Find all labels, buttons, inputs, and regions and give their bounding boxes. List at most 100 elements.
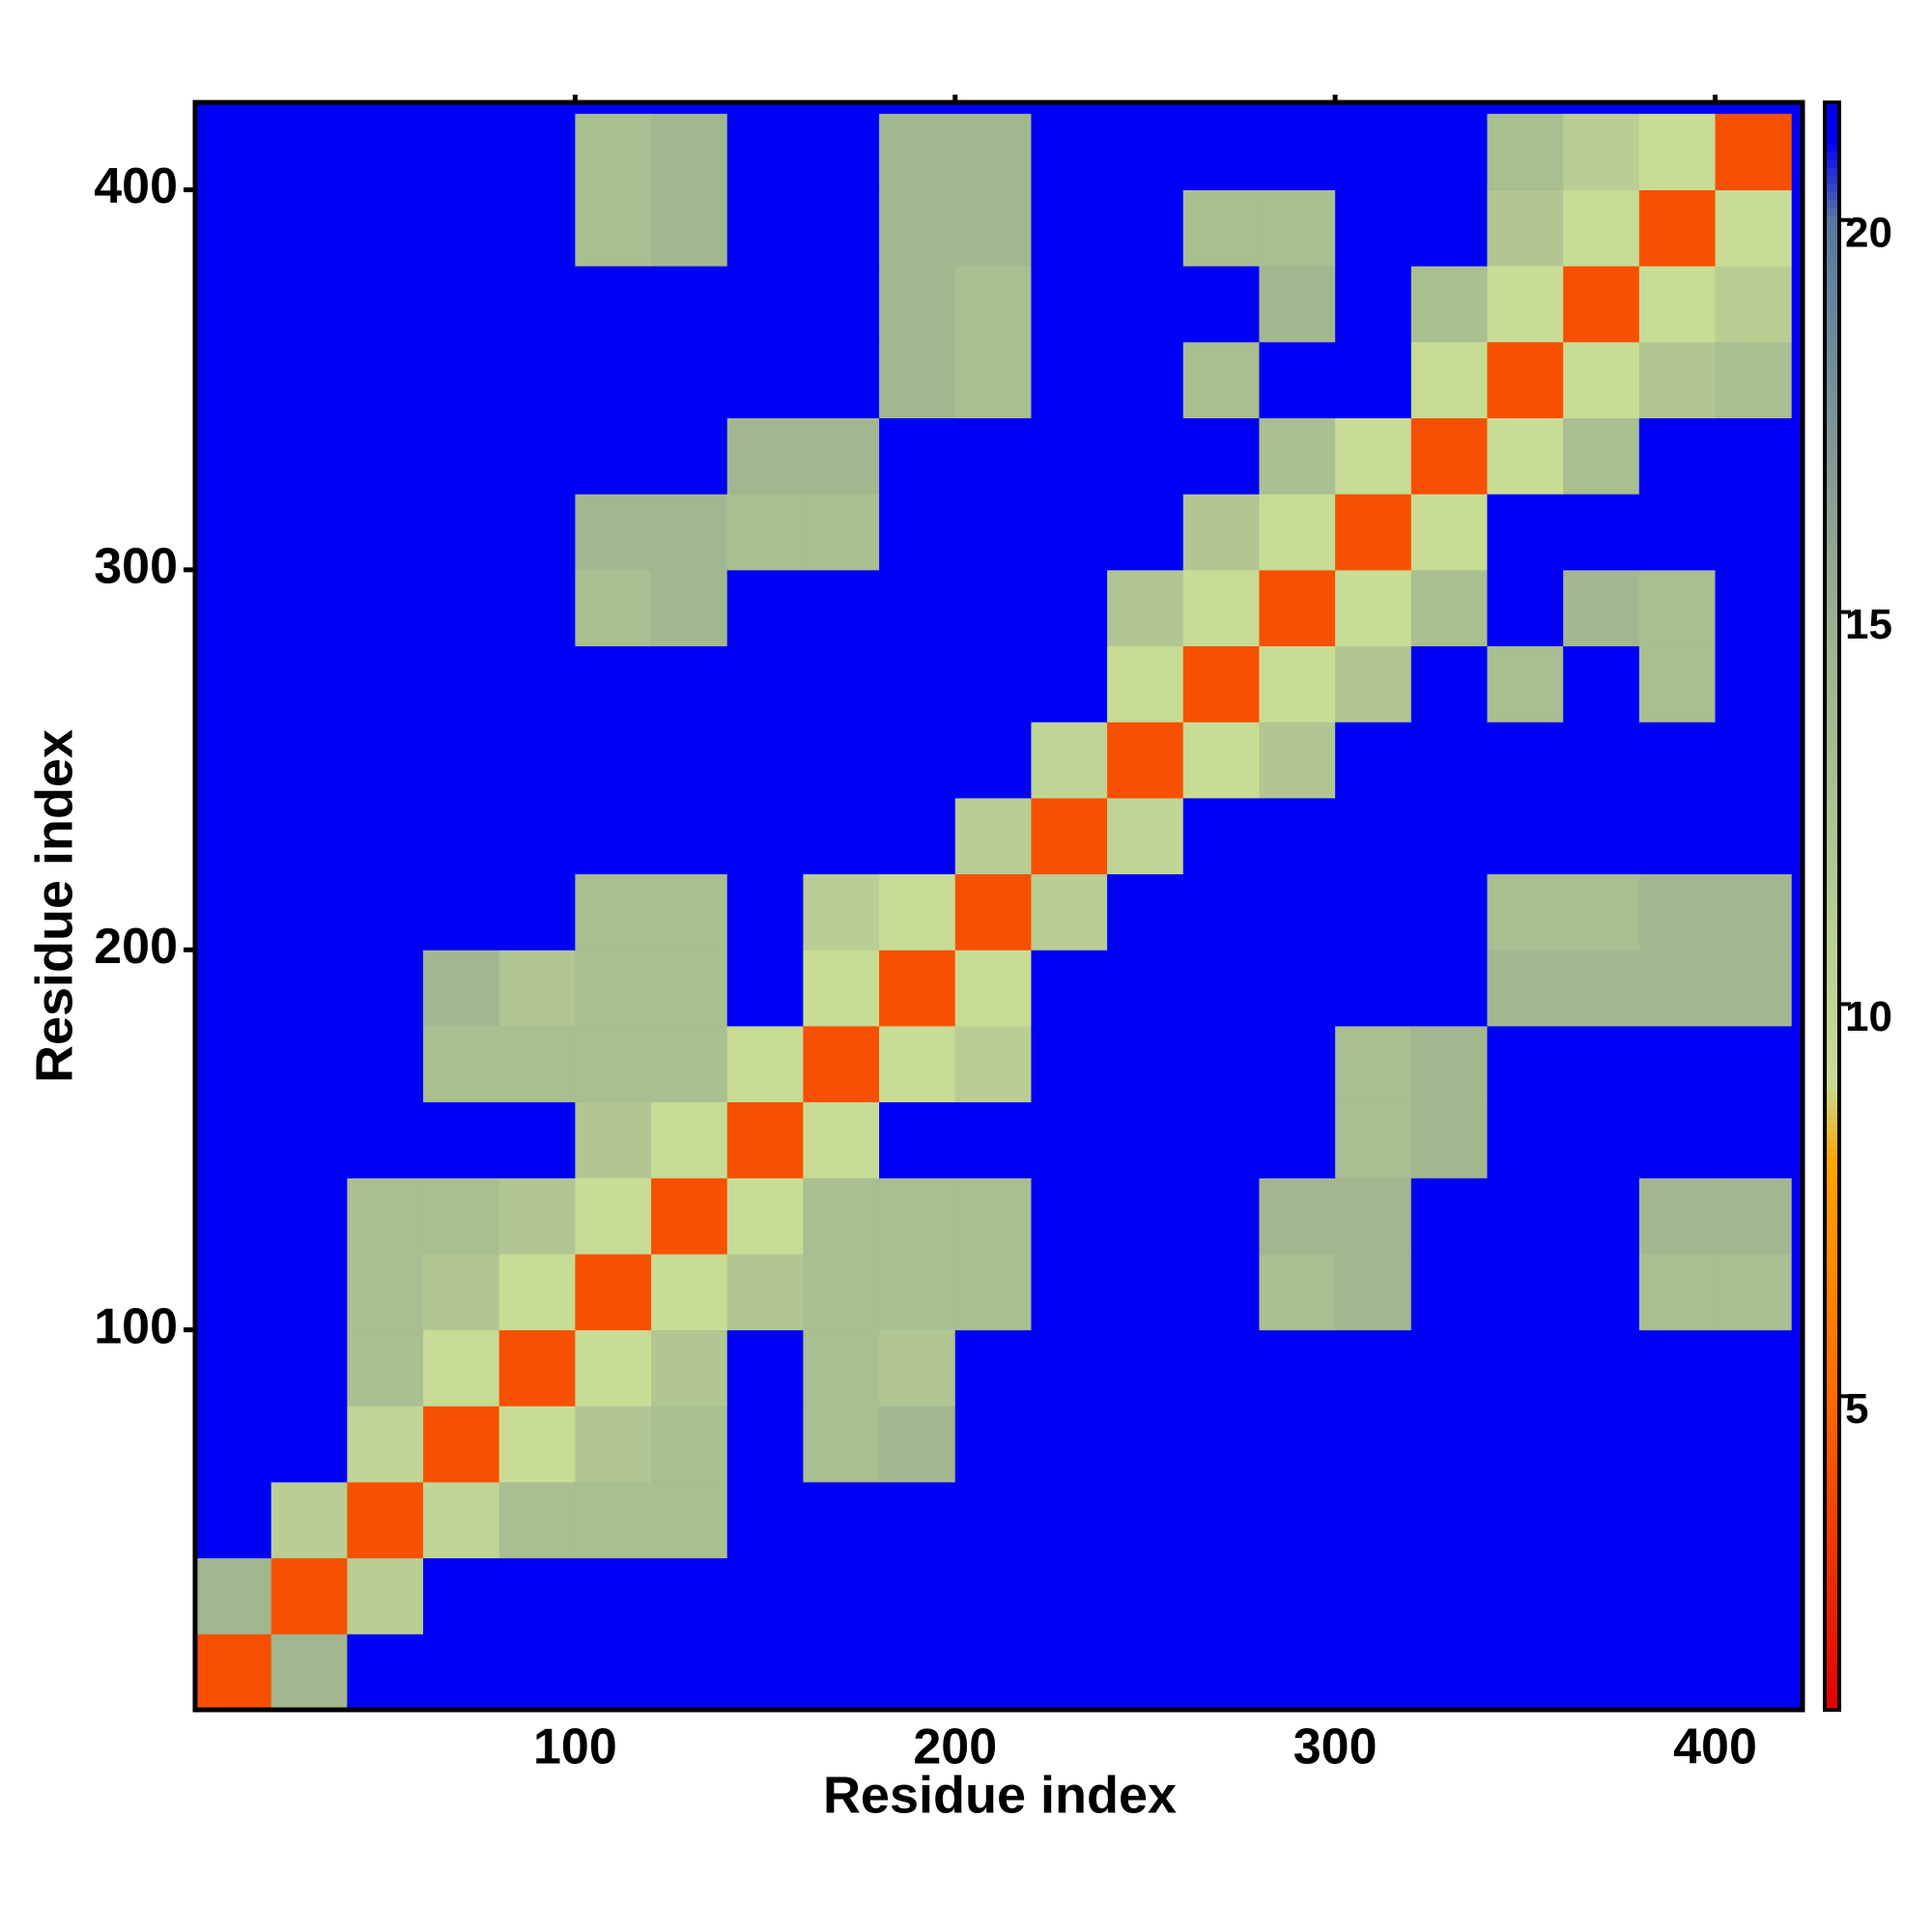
heatmap-cell — [1715, 1101, 1792, 1179]
colorbar-segment — [1825, 1018, 1839, 1028]
heatmap-cell — [954, 569, 1032, 647]
colorbar-segment — [1825, 609, 1839, 618]
heatmap-cell — [1182, 1406, 1260, 1483]
colorbar-segment — [1825, 801, 1839, 810]
heatmap-cell — [1182, 950, 1260, 1027]
heatmap-cell — [1182, 341, 1260, 419]
heatmap-cell — [954, 1101, 1032, 1179]
colorbar-segment — [1825, 279, 1839, 288]
heatmap-cell — [1487, 113, 1564, 190]
colorbar-segment — [1825, 1517, 1839, 1526]
heatmap-cell — [498, 1253, 576, 1331]
heatmap-cell — [1410, 645, 1488, 723]
heatmap-cell — [1487, 950, 1564, 1027]
heatmap-cell — [423, 417, 500, 495]
colorbar-segment — [1825, 1565, 1839, 1575]
heatmap-cell — [1107, 1101, 1184, 1179]
heatmap-cell — [1335, 1329, 1412, 1406]
colorbar-segment — [1825, 1348, 1839, 1357]
heatmap-cell — [1335, 950, 1412, 1027]
heatmap-cell — [1410, 266, 1488, 343]
colorbar-segment — [1825, 1260, 1839, 1268]
heatmap-cell — [1259, 950, 1336, 1027]
heatmap-cell — [1107, 341, 1184, 419]
heatmap-cell — [954, 873, 1032, 951]
heatmap-cell — [575, 569, 652, 647]
heatmap-cell — [1638, 1634, 1717, 1711]
heatmap-cell — [1563, 1101, 1640, 1179]
colorbar-segment — [1825, 423, 1839, 433]
colorbar-segment — [1825, 576, 1839, 585]
heatmap-cell — [726, 1329, 804, 1406]
heatmap-cell — [803, 1481, 880, 1559]
heatmap-cell — [270, 189, 348, 267]
heatmap-cell — [1182, 1634, 1260, 1711]
heatmap-cell — [1638, 113, 1717, 190]
heatmap-cell — [1638, 1329, 1717, 1406]
heatmap-cell — [498, 266, 576, 343]
heatmap-cell — [1259, 417, 1336, 495]
colorbar-tick-label: 10 — [1845, 993, 1892, 1040]
heatmap-cell — [1410, 1178, 1488, 1255]
heatmap-cell — [1031, 950, 1108, 1027]
colorbar-segment — [1825, 922, 1839, 931]
heatmap-cell — [1031, 1025, 1108, 1103]
heatmap-cell — [651, 1178, 728, 1255]
heatmap-cell — [1259, 722, 1336, 799]
colorbar-segment — [1825, 1059, 1839, 1067]
heatmap-cell — [1638, 1178, 1717, 1255]
heatmap-cell — [1410, 950, 1488, 1027]
heatmap-cell — [1335, 797, 1412, 875]
heatmap-cell — [1715, 266, 1792, 343]
heatmap-cell — [1638, 1253, 1717, 1331]
colorbar-segment — [1825, 496, 1839, 505]
heatmap-cell — [726, 1634, 804, 1711]
heatmap-cell — [803, 1178, 880, 1255]
colorbar-tick-label: 15 — [1845, 601, 1892, 648]
heatmap-cell — [879, 1557, 956, 1634]
heatmap-cell — [1563, 873, 1640, 951]
colorbar-segment — [1825, 1195, 1839, 1205]
heatmap-cell — [726, 494, 804, 571]
colorbar-segment — [1825, 1548, 1839, 1558]
x-tick-label: 100 — [533, 1719, 617, 1776]
heatmap-cell — [423, 1634, 500, 1711]
heatmap-cell — [726, 1253, 804, 1331]
heatmap-cell — [195, 873, 272, 951]
heatmap-cell — [1107, 569, 1184, 647]
heatmap-cell — [1107, 1481, 1184, 1559]
colorbar-segment — [1825, 504, 1839, 513]
heatmap-cell — [1563, 797, 1640, 875]
heatmap-cell — [1487, 1406, 1564, 1483]
colorbar-segment — [1825, 1556, 1839, 1566]
heatmap-cell — [1107, 1329, 1184, 1406]
colorbar-segment — [1825, 777, 1839, 786]
heatmap-cell — [498, 1329, 576, 1406]
colorbar-segment — [1825, 1372, 1839, 1381]
heatmap-cell — [423, 569, 500, 647]
heatmap-cell — [1182, 797, 1260, 875]
colorbar-segment — [1825, 1050, 1839, 1060]
heatmap-cell — [575, 1025, 652, 1103]
heatmap-cell — [651, 1557, 728, 1634]
heatmap-cell — [1487, 189, 1564, 267]
heatmap-cell — [575, 873, 652, 951]
colorbar-segment — [1825, 1524, 1839, 1534]
heatmap-cell — [1487, 1557, 1564, 1634]
heatmap-cell — [498, 1025, 576, 1103]
heatmap-cell — [1410, 569, 1488, 647]
plot-frame — [192, 99, 1805, 1713]
colorbar-segment — [1825, 873, 1839, 883]
colorbar-segment — [1825, 1122, 1839, 1132]
heatmap-cell — [1182, 266, 1260, 343]
heatmap-cell — [954, 266, 1032, 343]
heatmap-cell — [726, 341, 804, 419]
colorbar-segment — [1825, 544, 1839, 554]
heatmap-cell — [651, 113, 728, 190]
heatmap-cell — [498, 569, 576, 647]
heatmap-cell — [803, 1253, 880, 1331]
heatmap-cell — [879, 1634, 956, 1711]
colorbar-segment — [1825, 1203, 1839, 1212]
heatmap-cell — [423, 341, 500, 419]
heatmap-cell — [726, 873, 804, 951]
